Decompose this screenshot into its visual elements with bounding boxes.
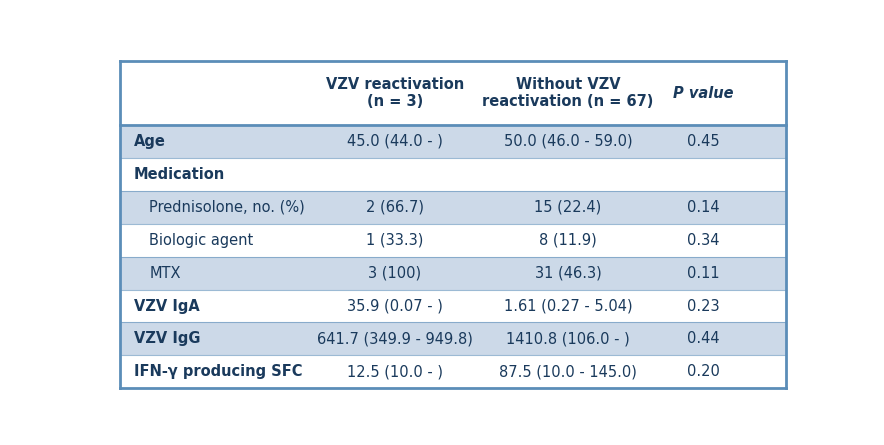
Text: 0.20: 0.20 [687,364,720,380]
Text: 2 (66.7): 2 (66.7) [366,200,423,215]
Text: 45.0 (44.0 - ): 45.0 (44.0 - ) [347,134,443,149]
Bar [120,356,786,388]
Text: 8 (11.9): 8 (11.9) [539,233,597,248]
Text: Age: Age [133,134,165,149]
Text: Medication: Medication [133,167,225,182]
Text: P value: P value [673,85,733,101]
Text: 0.11: 0.11 [687,266,720,281]
Text: 1.61 (0.27 - 5.04): 1.61 (0.27 - 5.04) [504,299,632,314]
Bar [120,257,786,290]
Text: 12.5 (10.0 - ): 12.5 (10.0 - ) [347,364,443,380]
Text: 1 (33.3): 1 (33.3) [366,233,423,248]
Text: 0.14: 0.14 [687,200,720,215]
Text: 15 (22.4): 15 (22.4) [535,200,602,215]
Text: 641.7 (349.9 - 949.8): 641.7 (349.9 - 949.8) [316,332,473,347]
Text: 0.45: 0.45 [687,134,720,149]
Text: Without VZV
reactivation (n = 67): Without VZV reactivation (n = 67) [483,77,653,109]
Text: VZV reactivation
(n = 3): VZV reactivation (n = 3) [325,77,464,109]
Bar [120,125,786,158]
Text: 1410.8 (106.0 - ): 1410.8 (106.0 - ) [507,332,630,347]
Text: VZV IgA: VZV IgA [133,299,199,314]
Text: 0.34: 0.34 [687,233,720,248]
Bar [120,323,786,356]
Text: 50.0 (46.0 - 59.0): 50.0 (46.0 - 59.0) [504,134,632,149]
Bar [120,224,786,257]
Bar [120,158,786,191]
Text: 0.44: 0.44 [687,332,720,347]
Text: 31 (46.3): 31 (46.3) [535,266,601,281]
Text: MTX: MTX [149,266,181,281]
Bar [120,290,786,323]
Text: 0.23: 0.23 [687,299,720,314]
Text: Prednisolone, no. (%): Prednisolone, no. (%) [149,200,305,215]
Bar [120,61,786,125]
Text: IFN-γ producing SFC: IFN-γ producing SFC [133,364,302,380]
Text: 35.9 (0.07 - ): 35.9 (0.07 - ) [347,299,443,314]
Bar [120,191,786,224]
Text: VZV IgG: VZV IgG [133,332,200,347]
Text: Biologic agent: Biologic agent [149,233,254,248]
Text: 87.5 (10.0 - 145.0): 87.5 (10.0 - 145.0) [499,364,637,380]
Text: 3 (100): 3 (100) [368,266,422,281]
